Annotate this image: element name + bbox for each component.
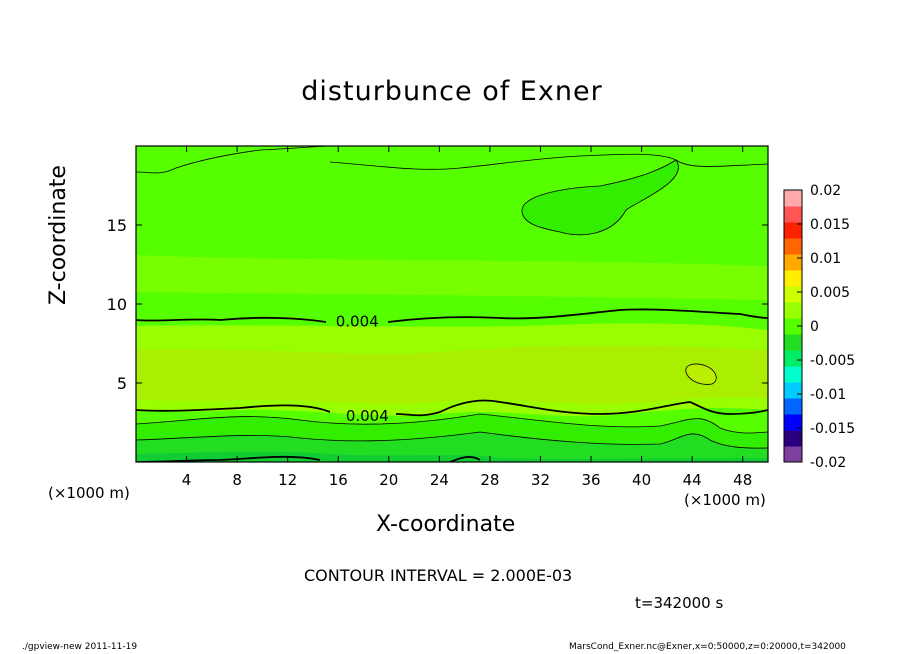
y-tick-label: 15 <box>107 216 127 235</box>
x-tick-label: 12 <box>278 471 297 489</box>
colorbar-tick-label: 0.005 <box>810 285 850 301</box>
colorbar-tick-label: 0.02 <box>810 183 841 199</box>
x-tick-label: 16 <box>329 471 348 489</box>
x-axis: 4 8 12 16 20 24 28 32 36 40 44 48 <box>182 146 752 489</box>
contour-interval-label: CONTOUR INTERVAL = 2.000E-03 <box>304 566 573 585</box>
colorbar-swatch <box>784 366 802 383</box>
x-tick-label: 28 <box>480 471 499 489</box>
colorbar-swatch <box>784 398 802 415</box>
colorbar-swatch <box>784 222 802 239</box>
colorbar-swatch <box>784 414 802 431</box>
colorbar-swatch <box>784 382 802 399</box>
colorbar-tick-label: 0 <box>810 319 819 335</box>
x-axis-label: X-coordinate <box>376 512 516 537</box>
colorbar-tick-label: -0.015 <box>810 421 855 437</box>
colorbar-swatch <box>784 238 802 255</box>
x-tick-label: 36 <box>581 471 600 489</box>
colorbar-tick-label: -0.01 <box>810 387 846 403</box>
x-tick-label: 4 <box>182 471 192 489</box>
chart-title: disturbunce of Exner <box>301 76 603 107</box>
y-tick-label: 5 <box>117 374 127 393</box>
x-unit-label-left: (×1000 m) <box>48 484 130 502</box>
colorbar-swatch <box>784 190 802 207</box>
x-tick-label: 32 <box>531 471 550 489</box>
contour-label: 0.004 <box>336 312 379 330</box>
colorbar-tick-label: 0.01 <box>810 251 841 267</box>
x-unit-label-right: (×1000 m) <box>684 491 766 509</box>
x-tick-label: 20 <box>379 471 398 489</box>
colorbar-swatch <box>784 254 802 271</box>
footer-left: ./gpview-new 2011-11-19 <box>22 642 138 652</box>
colorbar-swatch <box>784 430 802 447</box>
colorbar-tick-label: -0.02 <box>810 455 846 471</box>
x-tick-label: 40 <box>632 471 651 489</box>
x-tick-label: 8 <box>232 471 242 489</box>
heatmap-field <box>136 146 768 462</box>
colorbar: 0.02 0.015 0.01 0.005 0 -0.005 -0.01 -0.015 -0.0… <box>783 183 855 471</box>
footer-right: MarsCond_Exner.nc@Exner,x=0:50000,z=0:20… <box>569 642 846 652</box>
colorbar-swatch <box>784 446 802 463</box>
colorbar-swatch <box>784 318 802 335</box>
contour-label: 0.004 <box>346 407 389 425</box>
colorbar-tick-label: -0.005 <box>810 353 855 369</box>
y-axis-label: Z-coordinate <box>46 165 71 305</box>
x-tick-label: 44 <box>683 471 702 489</box>
colorbar-swatch <box>784 302 802 319</box>
time-label: t=342000 s <box>635 594 724 612</box>
y-tick-label: 10 <box>107 295 127 314</box>
colorbar-swatch <box>784 206 802 223</box>
colorbar-swatch <box>784 286 802 303</box>
y-axis: 5 10 15 <box>107 216 768 393</box>
colorbar-tick-label: 0.015 <box>810 217 850 233</box>
x-tick-label: 24 <box>430 471 449 489</box>
colorbar-swatch <box>784 350 802 367</box>
colorbar-swatch <box>784 334 802 351</box>
colorbar-swatch <box>784 270 802 287</box>
x-tick-label: 48 <box>733 471 752 489</box>
contour-labels: 0.004 0.004 <box>336 312 389 425</box>
